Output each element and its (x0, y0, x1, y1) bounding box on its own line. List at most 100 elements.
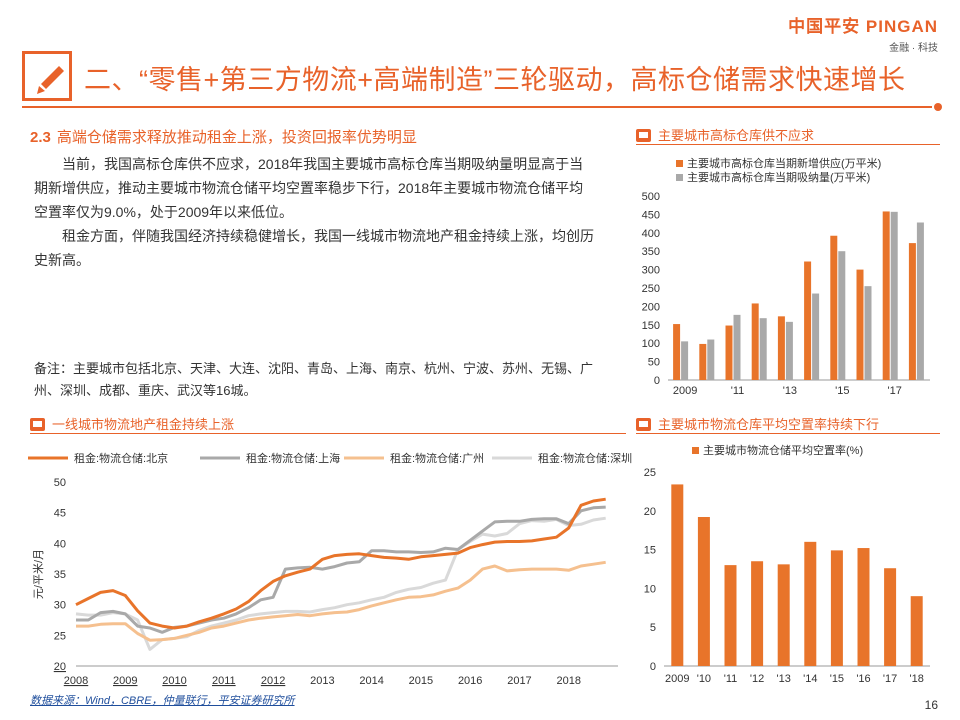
page-title: 二、“零售+第三方物流+高端制造”三轮驱动，高标仓储需求快速增长 (84, 65, 906, 95)
x-tick-label: 2014 (359, 675, 383, 687)
legend-label: 租金:物流仓储:北京 (74, 451, 168, 465)
chart-supply-demand: 主要城市高标仓库当期新增供应(万平米)主要城市高标仓库当期吸纳量(万平米) 0 50… (642, 156, 930, 397)
chart-header-supply: 主要城市高标仓库供不应求 (636, 125, 814, 144)
section-subheading-text: 高端仓储需求释放推动租金上涨，投资回报率优势明显 (56, 129, 417, 146)
bar (882, 211, 890, 380)
x-tick-label: 2013 (310, 675, 334, 687)
data-source: 数据来源：Wind，CBRE，仲量联行，平安证券研究所 (30, 692, 295, 708)
x-tick-label: '10 (697, 673, 711, 685)
y-tick-label: 40 (54, 538, 66, 550)
building-icon (636, 418, 651, 431)
title-divider (22, 106, 932, 108)
bar (733, 314, 741, 380)
x-tick-label: 2012 (261, 675, 285, 687)
bar (804, 541, 817, 666)
legend-label: 租金:物流仓储:深圳 (538, 451, 632, 465)
x-tick-label: 2016 (458, 675, 482, 687)
x-tick-label: 2009 (673, 385, 697, 397)
bar (830, 550, 843, 666)
y-tick-label: 0 (654, 375, 660, 387)
bar (857, 548, 870, 666)
y-tick-label: 350 (642, 246, 660, 258)
y-tick-label: 10 (644, 583, 656, 595)
bar (751, 561, 764, 666)
chart-header-rule (636, 433, 940, 434)
data-source-text: 数据来源：Wind，CBRE，仲量联行，平安证券研究所 (30, 695, 295, 707)
series-line (76, 505, 606, 634)
legend-label: 租金:物流仓储:广州 (390, 451, 484, 465)
paragraph-1: 当前，我国高标仓库供不应求，2018年我国主要城市高标仓库当期吸纳量明显高于当期… (34, 156, 584, 220)
bar (916, 222, 924, 380)
x-tick-label: 2015 (409, 675, 433, 687)
y-tick-label: 100 (642, 338, 660, 350)
y-tick-label: 50 (54, 477, 66, 489)
y-tick-label: 500 (642, 191, 660, 203)
bar (777, 564, 790, 666)
bar (884, 568, 897, 666)
bar (908, 243, 916, 380)
x-tick-label: '13 (777, 673, 791, 685)
series-line (76, 560, 606, 642)
legend-swatch (676, 174, 683, 181)
bar (830, 235, 838, 380)
x-tick-label: 2008 (64, 675, 88, 687)
bar (699, 343, 707, 380)
bar (812, 293, 820, 380)
y-tick-label: 35 (54, 569, 66, 581)
y-tick-label: 5 (650, 622, 656, 634)
y-tick-label: 200 (642, 301, 660, 313)
y-tick-label: 450 (642, 209, 660, 221)
chart-vacancy: 主要城市物流仓储平均空置率(%) 0 5 10 15 20 25 2009 '10 '11 '12 '… (644, 443, 930, 685)
legend-label: 主要城市高标仓库当期新增供应(万平米) (687, 156, 881, 170)
footnote: 备注：主要城市包括北京、天津、大连、沈阳、青岛、上海、南京、杭州、宁波、苏州、无… (34, 361, 594, 398)
x-tick-label: '13 (783, 385, 797, 397)
x-tick-label: '18 (910, 673, 924, 685)
bar (838, 251, 846, 380)
bar (910, 596, 923, 666)
y-tick-label: 20 (54, 661, 66, 673)
x-tick-label: '15 (830, 673, 844, 685)
section-number: 2.3 (30, 129, 51, 146)
x-tick-label: 2009 (113, 675, 137, 687)
y-tick-label: 25 (644, 467, 656, 479)
brand-name: 中国平安 PINGAN (788, 17, 938, 36)
bar (673, 324, 681, 380)
chart-header-rent: 一线城市物流地产租金持续上涨 (30, 414, 234, 433)
brand-logo: 中国平安 PINGAN 金融 · 科技 (788, 12, 938, 54)
y-tick-label: 250 (642, 283, 660, 295)
x-tick-label: '17 (883, 673, 897, 685)
building-icon (636, 129, 651, 142)
legend-label: 主要城市物流仓储平均空置率(%) (703, 443, 863, 457)
bar (804, 261, 812, 380)
y-tick-label: 0 (650, 661, 656, 673)
x-tick-label: '16 (856, 673, 870, 685)
bar (724, 565, 737, 666)
page-number: 16 (924, 698, 938, 712)
bar (759, 318, 767, 380)
bar (785, 321, 793, 380)
bar (697, 517, 710, 666)
y-tick-label: 50 (648, 357, 660, 369)
bar (890, 211, 898, 380)
x-tick-label: 2010 (162, 675, 186, 687)
chart-rent: 租金:物流仓储:北京 租金:物流仓储:上海 租金:物流仓储:广州 租金:物流仓储:深圳… (28, 451, 632, 687)
y-tick-label: 15 (644, 545, 656, 557)
x-tick-label: '11 (724, 673, 738, 685)
legend-label: 主要城市高标仓库当期吸纳量(万平米) (687, 170, 870, 184)
chart-header-vacancy: 主要城市物流仓库平均空置率持续下行 (636, 414, 879, 433)
y-tick-label: 20 (644, 506, 656, 518)
bar (725, 325, 733, 380)
x-tick-label: 2011 (212, 675, 236, 687)
pencil-icon (22, 51, 72, 101)
y-tick-label: 400 (642, 228, 660, 240)
bar (707, 339, 715, 380)
x-tick-label: '11 (731, 385, 745, 397)
bar (751, 303, 759, 380)
chart-title-vacancy: 主要城市物流仓库平均空置率持续下行 (658, 417, 880, 432)
bar (671, 484, 684, 666)
x-tick-label: 2009 (665, 673, 689, 685)
bar (856, 269, 864, 380)
body-text: 当前，我国高标仓库供不应求，2018年我国主要城市高标仓库当期吸纳量明显高于当期… (34, 152, 594, 272)
brand-tagline: 金融 · 科技 (889, 43, 938, 54)
building-icon (30, 418, 45, 431)
